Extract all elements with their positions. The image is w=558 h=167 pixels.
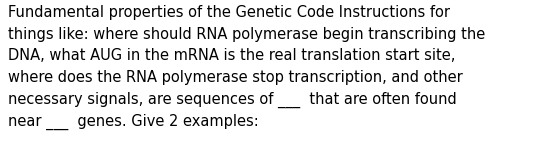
Text: Fundamental properties of the Genetic Code Instructions for
things like: where s: Fundamental properties of the Genetic Co… — [8, 5, 485, 130]
